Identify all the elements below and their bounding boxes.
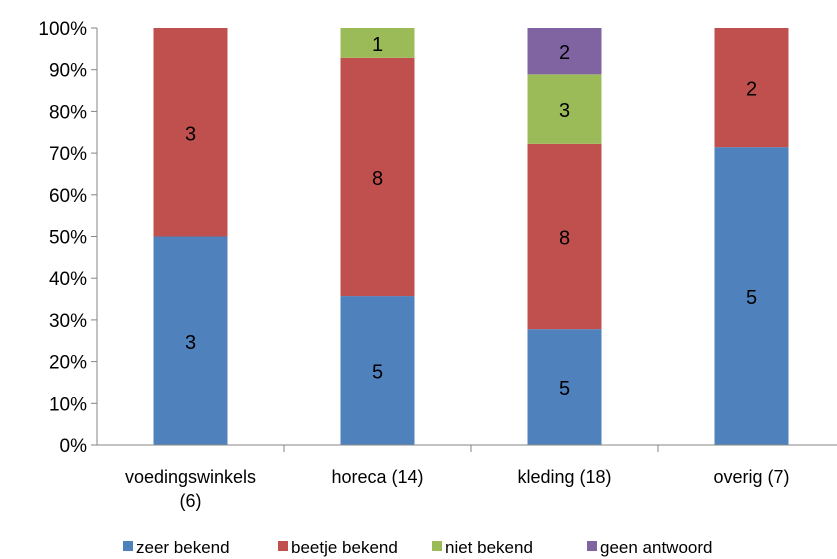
- bar-segment: [340, 57, 415, 297]
- legend-swatch: [587, 541, 597, 551]
- x-tick-label-line: (6): [180, 491, 202, 511]
- bar-segment: [714, 28, 789, 148]
- y-tick-label: 40%: [49, 269, 87, 290]
- plot-area: 3 3 5 8 1 5 8 3 2 5 2: [153, 28, 789, 445]
- data-label: 3: [559, 100, 570, 122]
- data-label: 8: [372, 168, 383, 190]
- bar-segment: [527, 28, 602, 75]
- data-label: 5: [559, 378, 570, 400]
- y-tick-label: 0%: [60, 436, 88, 457]
- legend-label: geen antwoord: [600, 538, 712, 557]
- legend-label: zeer bekend: [136, 538, 230, 557]
- bar-segment: [340, 296, 415, 445]
- x-tick-label: overig (7): [713, 467, 789, 487]
- y-tick-label: 30%: [49, 311, 87, 332]
- x-tick-label-line: voedingswinkels: [125, 467, 256, 487]
- bar-segment: [153, 28, 228, 237]
- legend-label: niet bekend: [445, 538, 533, 557]
- x-tick-label: voedingswinkels (6): [125, 467, 256, 511]
- y-tick-label: 80%: [49, 102, 87, 123]
- x-tick-label-line: overig (7): [713, 467, 789, 487]
- x-tick-label-line: horeca (14): [331, 467, 423, 487]
- y-tick-label: 100%: [38, 19, 87, 40]
- data-label: 3: [185, 332, 196, 354]
- data-label: 3: [185, 123, 196, 145]
- bar-segment: [153, 236, 228, 445]
- axes: 0% 10% 20% 30% 40% 50% 60% 70% 80% 90% 100% voeding…: [38, 19, 837, 511]
- y-tick-label: 20%: [49, 353, 87, 374]
- y-tick-label: 60%: [49, 186, 87, 207]
- legend-swatch: [123, 541, 133, 551]
- y-tick-label: 10%: [49, 394, 87, 415]
- legend: zeer bekend beetje bekend niet bekend geen …: [123, 538, 712, 557]
- legend-swatch: [432, 541, 442, 551]
- data-label: 5: [746, 287, 757, 309]
- x-tick-label-line: kleding (18): [517, 467, 611, 487]
- y-tick-label: 90%: [49, 61, 87, 82]
- bar-segment: [714, 147, 789, 445]
- bar-segment: [340, 28, 415, 58]
- y-tick-label: 50%: [49, 228, 87, 249]
- data-label: 5: [372, 362, 383, 384]
- bar-segment: [527, 143, 602, 330]
- y-tick-label: 70%: [49, 144, 87, 165]
- data-label: 2: [559, 42, 570, 64]
- data-label: 8: [559, 228, 570, 250]
- bar-segment: [527, 74, 602, 144]
- data-label: 1: [372, 34, 383, 56]
- legend-label: beetje bekend: [291, 538, 398, 557]
- x-tick-label: horeca (14): [331, 467, 423, 487]
- legend-swatch: [278, 541, 288, 551]
- bar-segment: [527, 329, 602, 445]
- data-label: 2: [746, 79, 757, 101]
- x-tick-label: kleding (18): [517, 467, 611, 487]
